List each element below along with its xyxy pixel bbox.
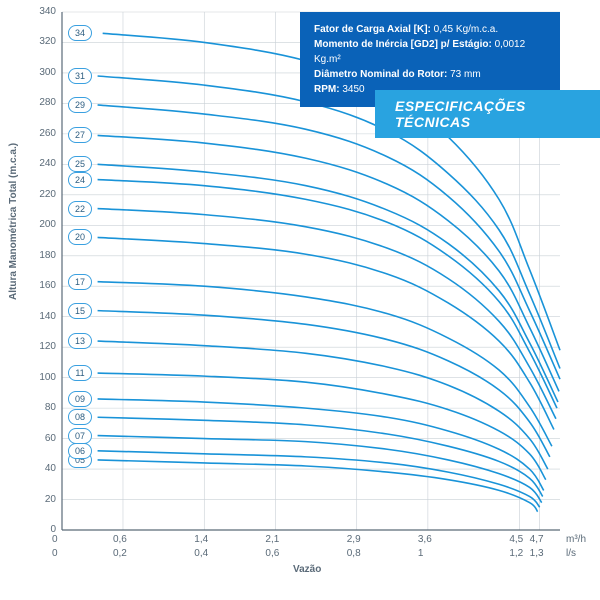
stage-badge-25: 25: [68, 156, 92, 172]
xtick-ls: 0,4: [194, 548, 208, 559]
ytick: 260: [26, 128, 56, 139]
ytick: 40: [26, 463, 56, 474]
x-unit-ls: l/s: [566, 548, 576, 559]
stage-badge-24: 24: [68, 172, 92, 188]
spec-line: Diâmetro Nominal do Rotor: 73 mm: [314, 67, 546, 82]
stage-badge-29: 29: [68, 97, 92, 113]
curve-13: [98, 341, 548, 469]
xtick-m3h: 0,6: [113, 534, 127, 545]
curve-06: [98, 451, 540, 507]
ytick: 200: [26, 219, 56, 230]
stage-badge-27: 27: [68, 127, 92, 143]
ytick: 320: [26, 36, 56, 47]
x-axis-label: Vazão: [293, 564, 321, 575]
stage-badge-07: 07: [68, 428, 92, 444]
ytick: 280: [26, 97, 56, 108]
curve-05: [98, 460, 538, 512]
ytick: 120: [26, 341, 56, 352]
curve-25: [98, 164, 558, 402]
stage-badge-06: 06: [68, 443, 92, 459]
ytick: 80: [26, 402, 56, 413]
section-title: ESPECIFICAÇÕES TÉCNICAS: [375, 90, 600, 138]
stage-badge-13: 13: [68, 333, 92, 349]
xtick-ls: 0,2: [113, 548, 127, 559]
xtick-ls: 1: [418, 548, 424, 559]
ytick: 60: [26, 433, 56, 444]
stage-badge-20: 20: [68, 229, 92, 245]
xtick-m3h: 1,4: [194, 534, 208, 545]
spec-line: Fator de Carga Axial [K]: 0,45 Kg/m.c.a.: [314, 22, 546, 37]
x-unit-m3h: m³/h: [566, 534, 586, 545]
spec-line: Momento de Inércia [GD2] p/ Estágio: 0,0…: [314, 37, 546, 67]
ytick: 20: [26, 494, 56, 505]
curve-29: [98, 105, 560, 379]
ytick: 160: [26, 280, 56, 291]
xtick-m3h: 4,7: [530, 534, 544, 545]
xtick-ls: 1,3: [530, 548, 544, 559]
ytick: 340: [26, 6, 56, 17]
xtick-m3h: 2,9: [347, 534, 361, 545]
xtick-ls: 0,8: [347, 548, 361, 559]
y-axis-label: Altura Manométrica Total (m.c.a.): [8, 143, 19, 300]
ytick: 300: [26, 67, 56, 78]
stage-badge-15: 15: [68, 303, 92, 319]
stage-badge-09: 09: [68, 391, 92, 407]
ytick: 140: [26, 311, 56, 322]
xtick-m3h: 2,1: [265, 534, 279, 545]
xtick-m3h: 0: [52, 534, 58, 545]
stage-badge-31: 31: [68, 68, 92, 84]
xtick-m3h: 4,5: [509, 534, 523, 545]
ytick: 180: [26, 250, 56, 261]
stage-badge-34: 34: [68, 25, 92, 41]
stage-badge-11: 11: [68, 365, 92, 381]
xtick-ls: 1,2: [509, 548, 523, 559]
stage-badge-22: 22: [68, 201, 92, 217]
curve-27: [98, 135, 559, 391]
stage-badge-08: 08: [68, 409, 92, 425]
xtick-m3h: 3,6: [418, 534, 432, 545]
pump-curve-chart: Fator de Carga Axial [K]: 0,45 Kg/m.c.a.…: [0, 0, 600, 600]
xtick-ls: 0: [52, 548, 58, 559]
xtick-ls: 0,6: [265, 548, 279, 559]
curve-09: [98, 399, 544, 490]
ytick: 240: [26, 158, 56, 169]
ytick: 100: [26, 372, 56, 383]
stage-badge-17: 17: [68, 274, 92, 290]
ytick: 220: [26, 189, 56, 200]
